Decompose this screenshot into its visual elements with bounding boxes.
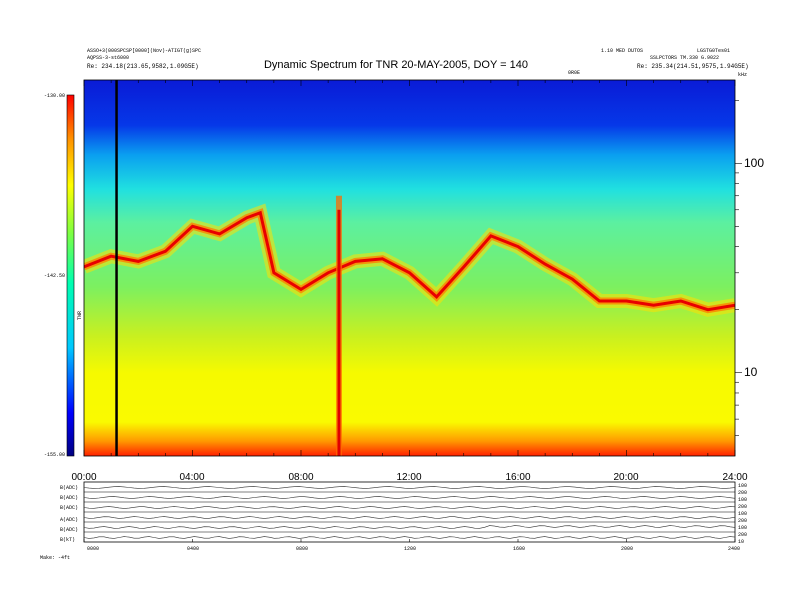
- panel-right-tick: 200: [738, 518, 748, 524]
- panel-label: B(ADC): [60, 505, 79, 511]
- panel-label: B(ADC): [60, 527, 79, 533]
- header-left-line2: AQPSS-3-st6000: [87, 55, 130, 61]
- header-right-line3: SSLPCTORS TM.330 G.9022: [650, 55, 720, 61]
- panel-trace: [83, 486, 736, 489]
- colorbar-mid-label: -142.50: [44, 273, 66, 279]
- x-tick-label: 16:00: [505, 472, 531, 483]
- x-tick-label: 08:00: [288, 472, 314, 483]
- panel-right-tick: 200: [738, 532, 748, 538]
- colorbar-max-label: -130.00: [44, 93, 66, 99]
- bottom-x-tick: 2000: [621, 546, 634, 552]
- time-series-panels: [83, 481, 736, 543]
- header-right-line2: LGSTG0Tes01: [697, 48, 731, 54]
- y-axis-unit: kHz: [738, 72, 748, 78]
- x-tick-label: 00:00: [71, 472, 97, 483]
- x-tick-label: 04:00: [179, 472, 205, 483]
- bottom-x-tick: 0000: [87, 546, 100, 552]
- panel-right-tick: 200: [738, 504, 748, 510]
- panel-trace: [83, 525, 736, 529]
- panel-right-tick: 100: [738, 497, 748, 503]
- panel-right-tick: 100: [738, 525, 748, 531]
- y-tick-label-100: 100: [744, 156, 765, 170]
- header-left-line3: Re: 234.18(213.65,9582,1.09G5E): [87, 63, 199, 70]
- chart-title: Dynamic Spectrum for TNR 20-MAY-2005, DO…: [263, 59, 528, 71]
- panel-trace: [83, 506, 736, 509]
- axis-ticks: [83, 80, 742, 456]
- x-tick-label: 24:00: [722, 472, 748, 483]
- footer-label: Make: -4ft: [40, 555, 71, 561]
- panel-label: B(ADC): [60, 495, 79, 501]
- panel-label: B(kT): [60, 537, 76, 543]
- panel-trace: [83, 496, 736, 499]
- colorbar-min-label: -155.00: [44, 452, 66, 458]
- panel-label: B(ADC): [60, 485, 79, 491]
- bottom-x-tick: 0400: [187, 546, 200, 552]
- panel-trace: [83, 536, 736, 539]
- ridge-line: [84, 210, 735, 312]
- bottom-x-tick: 1600: [513, 546, 526, 552]
- panel-trace: [83, 516, 736, 519]
- x-tick-label: 20:00: [613, 472, 639, 483]
- panel-right-tick: 10: [738, 539, 745, 545]
- burst-line: [337, 209, 341, 456]
- panel-label: A(ADC): [60, 517, 79, 523]
- header-right-line4: Re: 235.34(214.51,9575,1.94G5E): [637, 63, 749, 70]
- header-right-line1: 1.10 MED DUTOS: [601, 48, 644, 54]
- colorbar: [66, 94, 75, 457]
- header-right-marker: 0R0E: [568, 70, 581, 76]
- y-tick-label-10: 10: [744, 365, 758, 379]
- x-tick-label: 12:00: [396, 472, 422, 483]
- bottom-x-tick: 2400: [728, 546, 741, 552]
- panel-right-tick: 100: [738, 483, 748, 489]
- panel-right-tick: 200: [738, 490, 748, 496]
- panel-right-tick: 100: [738, 511, 748, 517]
- spectrogram-plot: [84, 80, 735, 456]
- header-left-line1: ASSO+3(000SPCSP[0000](Nov)-ATIGT(g)SPC: [87, 48, 202, 54]
- bottom-x-tick: 1200: [404, 546, 417, 552]
- bottom-x-tick: 0800: [296, 546, 309, 552]
